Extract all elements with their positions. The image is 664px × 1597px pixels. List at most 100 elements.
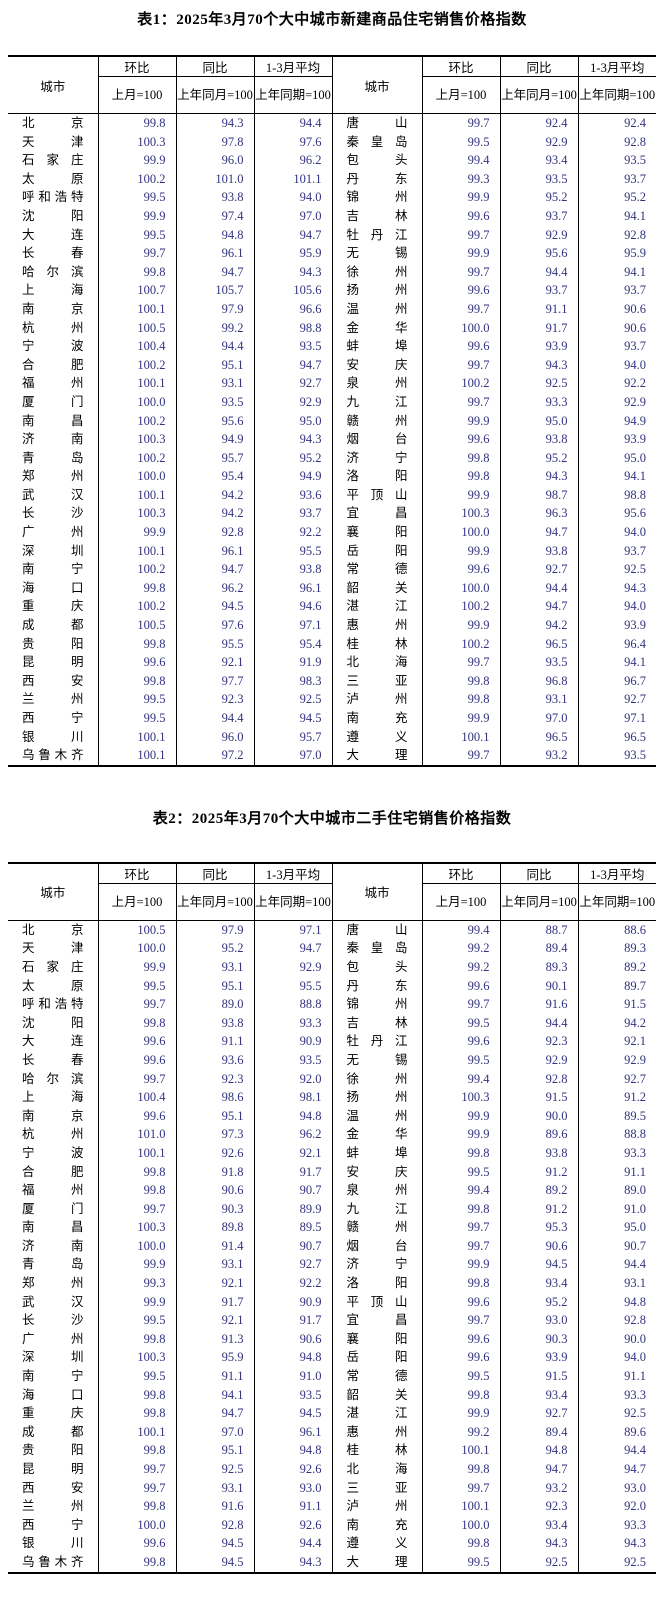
- yoy-value-cell: 95.2: [499, 448, 579, 468]
- mom-value-cell: 99.8: [421, 690, 501, 709]
- table-row: 乌鲁木齐 99.8 94.5 94.3 大理 99.5 92.5 92.5: [8, 1552, 656, 1573]
- city-cell: 西宁: [8, 709, 99, 728]
- mom-value-cell: 99.9: [421, 1125, 501, 1144]
- mom-value-cell: 99.8: [97, 634, 177, 654]
- table-row: 长沙 100.3 94.2 93.7 宜昌 100.3 96.3 95.6: [8, 504, 656, 524]
- city-name: 青岛: [22, 450, 84, 465]
- city-cell: 郑州: [8, 467, 99, 486]
- mom-value-cell: 99.8: [97, 1404, 177, 1423]
- city-cell: 金华: [331, 318, 423, 338]
- city-name: 烟台: [346, 1238, 408, 1253]
- table-row: 广州 99.8 91.3 90.6 襄阳 99.6 90.3 90.0: [8, 1329, 656, 1349]
- city-name: 平顶山: [346, 487, 408, 502]
- mom-value-cell: 99.7: [97, 1069, 177, 1089]
- city-cell: 唐山: [331, 113, 423, 133]
- city-cell: 襄阳: [331, 1329, 423, 1349]
- yoy-value-cell: 94.4: [499, 262, 579, 282]
- city-name: 襄阳: [346, 1331, 408, 1346]
- avg-value-cell: 92.1: [577, 1032, 656, 1051]
- yoy-value-cell: 89.4: [499, 1422, 579, 1442]
- yoy-value-cell: 95.3: [499, 1218, 579, 1237]
- table-row: 乌鲁木齐 100.1 97.2 97.0 大理 99.7 93.2 93.5: [8, 746, 656, 766]
- avg-value-cell: 98.1: [253, 1088, 333, 1107]
- mom-value-cell: 99.5: [97, 1311, 177, 1330]
- yoy-value-cell: 96.1: [175, 541, 255, 561]
- city-cell: 昆明: [8, 653, 99, 672]
- yoy-value-cell: 94.5: [175, 1534, 255, 1553]
- city-cell: 西宁: [8, 1515, 99, 1535]
- city-cell: 桂林: [331, 1441, 423, 1460]
- city-cell: 丹东: [331, 976, 423, 996]
- city-name: 武汉: [22, 487, 84, 502]
- mom-value-cell: 99.8: [421, 1460, 501, 1479]
- yoy-value-cell: 93.1: [175, 1255, 255, 1275]
- mom-value-cell: 100.0: [97, 467, 177, 486]
- city-name: 大理: [346, 748, 408, 763]
- yoy-value-cell: 94.7: [175, 1404, 255, 1423]
- city-cell: 韶关: [331, 578, 423, 598]
- mom-value-cell: 99.8: [421, 1534, 501, 1553]
- yoy-value-cell: 95.6: [499, 244, 579, 263]
- city-cell: 合肥: [8, 1162, 99, 1182]
- yoy-value-cell: 94.3: [499, 355, 579, 375]
- city-name: 赣州: [346, 413, 408, 428]
- yoy-value-cell: 94.5: [175, 1552, 255, 1573]
- city-cell: 南京: [8, 299, 99, 319]
- mom-value-cell: 99.8: [421, 1199, 501, 1219]
- avg-value-cell: 97.0: [253, 746, 333, 766]
- table-row: 天津 100.3 97.8 97.6 秦皇岛 99.5 92.9 92.8: [8, 132, 656, 152]
- city-cell: 长春: [8, 1050, 99, 1070]
- mom-value-cell: 100.5: [97, 920, 177, 940]
- yoy-value-cell: 91.6: [175, 1497, 255, 1516]
- mom-value-cell: 99.4: [421, 1181, 501, 1200]
- mom-value-cell: 99.5: [421, 1013, 501, 1033]
- avg-value-cell: 92.5: [577, 1552, 656, 1573]
- avg-value-cell: 97.1: [253, 920, 333, 940]
- mom-value-cell: 99.7: [421, 355, 501, 375]
- yoy-value-cell: 94.5: [499, 1255, 579, 1275]
- city-name: 沈阳: [22, 208, 84, 223]
- mom-value-cell: 100.1: [421, 727, 501, 747]
- city-name: 南宁: [22, 562, 84, 577]
- table-row: 沈阳 99.9 97.4 97.0 吉林 99.6 93.7 94.1: [8, 206, 656, 226]
- city-name: 郑州: [22, 469, 84, 484]
- mom-value-cell: 100.1: [421, 1497, 501, 1516]
- avg-value-cell: 94.8: [253, 1441, 333, 1460]
- city-name: 深圳: [22, 1350, 84, 1365]
- table-row: 兰州 99.5 92.3 92.5 泸州 99.8 93.1 92.7: [8, 690, 656, 709]
- city-name: 惠州: [346, 1424, 408, 1439]
- column-subheader-avg: 上年同期=100: [577, 883, 656, 921]
- mom-value-cell: 99.7: [421, 653, 501, 672]
- table-row: 昆明 99.7 92.5 92.6 北海 99.8 94.7 94.7: [8, 1460, 656, 1479]
- city-cell: 北京: [8, 920, 99, 940]
- city-name: 蚌埠: [346, 339, 408, 354]
- yoy-value-cell: 95.2: [499, 1292, 579, 1312]
- city-cell: 韶关: [331, 1385, 423, 1405]
- yoy-value-cell: 95.1: [175, 355, 255, 375]
- table2-title: 表2：2025年3月70个大中城市二手住宅销售价格指数: [152, 810, 512, 827]
- table-row: 呼和浩特 99.7 89.0 88.8 锦州 99.7 91.6 91.5: [8, 995, 656, 1014]
- yoy-value-cell: 99.2: [175, 318, 255, 338]
- yoy-value-cell: 92.5: [499, 1552, 579, 1573]
- mom-value-cell: 99.8: [421, 448, 501, 468]
- avg-value-cell: 88.6: [577, 920, 656, 940]
- yoy-value-cell: 92.8: [499, 1069, 579, 1089]
- city-cell: 海口: [8, 1385, 99, 1405]
- city-name: 重庆: [22, 599, 84, 614]
- avg-value-cell: 93.7: [253, 504, 333, 524]
- city-cell: 扬州: [331, 281, 423, 300]
- city-cell: 济宁: [331, 1255, 423, 1275]
- mom-value-cell: 99.7: [421, 113, 501, 133]
- table-row: 合肥 99.8 91.8 91.7 安庆 99.5 91.2 91.1: [8, 1162, 656, 1182]
- yoy-value-cell: 91.1: [499, 299, 579, 319]
- city-cell: 泸州: [331, 690, 423, 709]
- mom-value-cell: 99.7: [421, 1478, 501, 1498]
- table-row: 呼和浩特 99.5 93.8 94.0 锦州 99.9 95.2 95.2: [8, 188, 656, 207]
- mom-value-cell: 99.7: [97, 995, 177, 1014]
- avg-value-cell: 91.7: [253, 1162, 333, 1182]
- city-cell: 南宁: [8, 560, 99, 579]
- yoy-value-cell: 93.2: [499, 746, 579, 766]
- yoy-value-cell: 93.9: [499, 337, 579, 356]
- table-row: 厦门 100.0 93.5 92.9 九江 99.7 93.3 92.9: [8, 392, 656, 412]
- avg-value-cell: 93.7: [577, 169, 656, 189]
